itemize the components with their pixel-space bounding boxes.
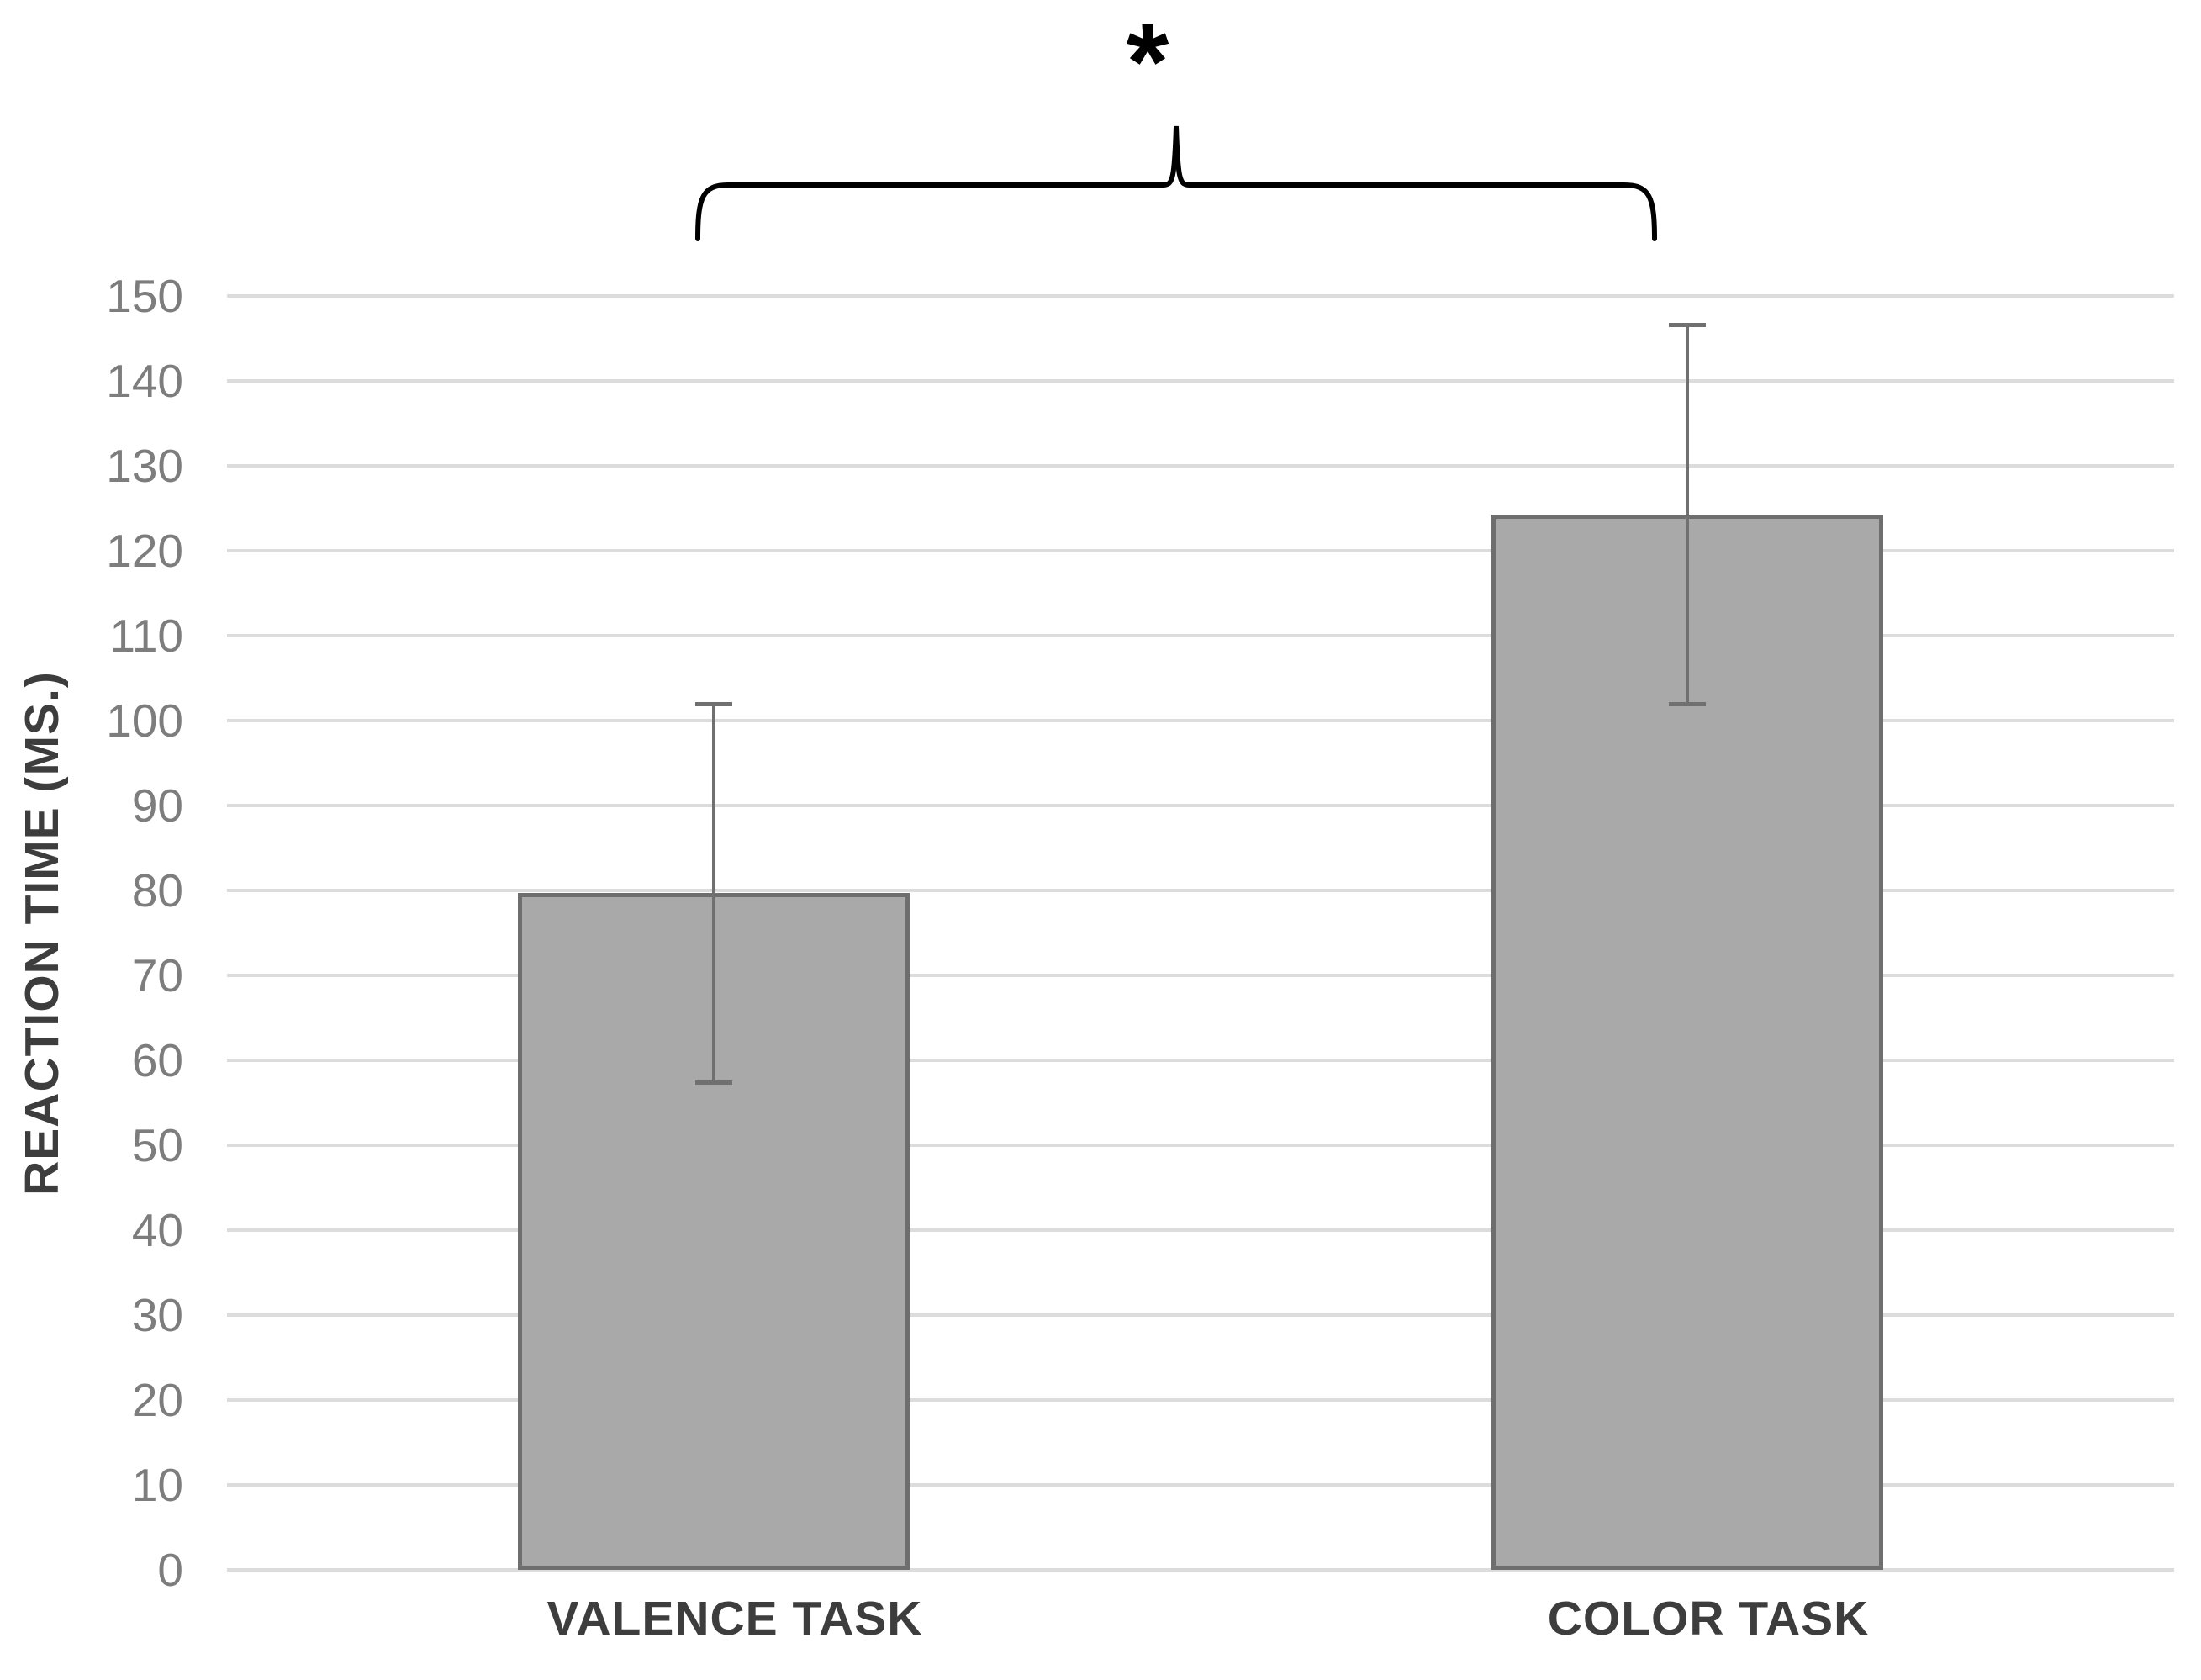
gridline-110 xyxy=(227,634,2174,637)
y-tick-label: 120 xyxy=(106,525,183,577)
gridline-10 xyxy=(227,1483,2174,1487)
y-tick-label: 100 xyxy=(106,695,183,747)
gridline-0 xyxy=(227,1568,2174,1572)
gridline-50 xyxy=(227,1144,2174,1147)
y-tick-label: 10 xyxy=(131,1459,183,1511)
y-tick-label: 30 xyxy=(131,1289,183,1341)
y-tick-label: 150 xyxy=(106,270,183,322)
x-axis-label: COLOR TASK xyxy=(1547,1592,1870,1646)
y-tick-label: 40 xyxy=(131,1204,183,1256)
gridline-130 xyxy=(227,464,2174,468)
error-bar-cap-top xyxy=(1669,323,1706,328)
gridline-20 xyxy=(227,1398,2174,1402)
y-tick-label: 90 xyxy=(131,779,183,832)
gridline-140 xyxy=(227,379,2174,383)
x-axis-label: VALENCE TASK xyxy=(546,1592,923,1646)
error-bar xyxy=(1686,325,1689,704)
y-tick-label: 60 xyxy=(131,1034,183,1086)
y-tick-label: 70 xyxy=(131,949,183,1001)
gridline-150 xyxy=(227,294,2174,298)
y-axis-title: REACTION TIME (MS.) xyxy=(15,671,69,1196)
error-bar-cap-top xyxy=(695,701,732,706)
gridline-100 xyxy=(227,719,2174,722)
gridline-80 xyxy=(227,889,2174,892)
gridline-40 xyxy=(227,1228,2174,1232)
y-tick-label: 80 xyxy=(131,864,183,917)
error-bar xyxy=(712,703,715,1083)
y-tick-label: 130 xyxy=(106,440,183,492)
bracket-path xyxy=(695,125,1657,241)
gridline-90 xyxy=(227,804,2174,807)
significance-asterisk: * xyxy=(1126,0,1169,123)
gridline-30 xyxy=(227,1313,2174,1317)
error-bar-cap-bottom xyxy=(695,1080,732,1086)
gridline-60 xyxy=(227,1059,2174,1062)
y-tick-label: 20 xyxy=(131,1374,183,1426)
y-tick-label: 110 xyxy=(109,610,183,662)
gridline-120 xyxy=(227,549,2174,552)
y-tick-label: 0 xyxy=(157,1544,183,1596)
y-tick-label: 140 xyxy=(106,355,183,407)
error-bar-cap-bottom xyxy=(1669,701,1706,706)
gridline-70 xyxy=(227,974,2174,977)
y-tick-label: 50 xyxy=(131,1119,183,1171)
